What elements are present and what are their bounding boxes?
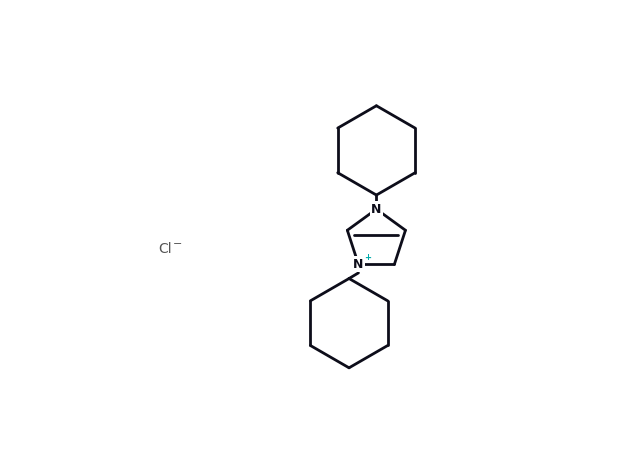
Text: Cl: Cl — [158, 242, 172, 256]
Text: N: N — [353, 258, 364, 271]
Text: +: + — [364, 253, 371, 262]
Text: −: − — [173, 239, 182, 250]
Text: N: N — [371, 203, 381, 216]
